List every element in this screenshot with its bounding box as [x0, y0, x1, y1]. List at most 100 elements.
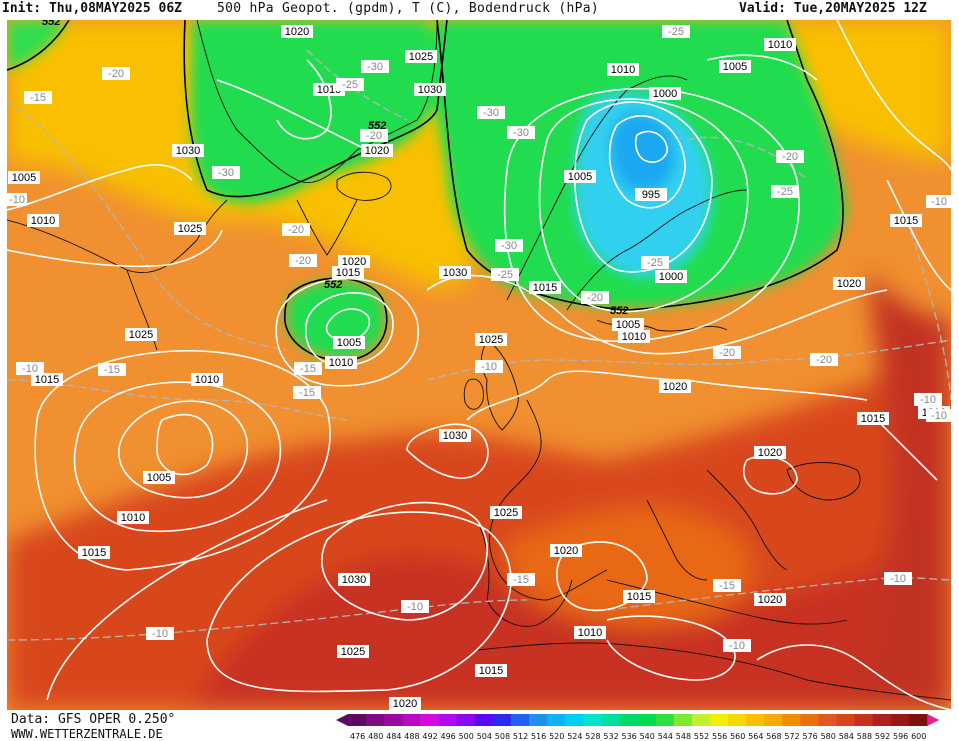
- isobars: [7, 20, 951, 710]
- colorbar-tick-label: 528: [585, 732, 600, 741]
- isobar-line: [275, 277, 420, 387]
- map-title: 500 hPa Geopot. (gpdm), T (C), Bodendruc…: [217, 1, 599, 16]
- geopotential-label: 552: [368, 120, 386, 132]
- isobar-label: 1020: [754, 446, 786, 459]
- isotherm-label: -15: [98, 363, 126, 376]
- isobar-line: [321, 501, 488, 621]
- colorbar-swatch: [348, 714, 367, 726]
- isotherm-label: -10: [926, 195, 951, 208]
- svg-text:-25: -25: [668, 26, 684, 38]
- svg-text:-25: -25: [342, 79, 358, 91]
- colorbar-tick-label: 560: [730, 732, 745, 741]
- isotherm-label: -10: [16, 362, 44, 375]
- isobar-line: [836, 20, 951, 171]
- svg-text:-30: -30: [367, 61, 383, 73]
- colorbar-swatch: [673, 714, 693, 726]
- isotherm-label: -10: [401, 600, 429, 613]
- svg-text:-10: -10: [407, 601, 423, 613]
- isobar-line: [538, 98, 749, 313]
- isotherm-label: -30: [361, 60, 389, 73]
- isobar-label: 1025: [174, 222, 206, 235]
- svg-text:1020: 1020: [393, 698, 417, 710]
- svg-text:-20: -20: [782, 151, 798, 163]
- isotherm-label: -15: [24, 91, 52, 104]
- isobar-line: [886, 179, 951, 291]
- svg-text:-30: -30: [218, 167, 234, 179]
- isotherm-label: -20: [776, 150, 804, 163]
- footer-bar: Data: GFS OPER 0.250° WWW.WETTERZENTRALE…: [0, 710, 959, 741]
- svg-text:-15: -15: [300, 363, 316, 375]
- colorbar-tick-label: 600: [911, 732, 926, 741]
- coast-black-sea: [786, 462, 861, 501]
- isobar-label: 1020: [833, 277, 865, 290]
- svg-text:-15: -15: [30, 92, 46, 104]
- isotherm-label: -25: [641, 256, 669, 269]
- isotherm-label: -20: [282, 223, 310, 236]
- svg-text:1025: 1025: [341, 646, 365, 658]
- isobar-label: 1025: [337, 645, 369, 658]
- colorbar-tick-label: 532: [603, 732, 618, 741]
- colorbar-tick-label: 488: [404, 732, 419, 741]
- isotherm-line: [7, 599, 528, 641]
- colorbar-swatch: [728, 714, 747, 726]
- isotherm-label: -30: [212, 166, 240, 179]
- isotherm-label: -25: [771, 185, 799, 198]
- isobar-label: 1015: [890, 214, 922, 227]
- isobar-line: [34, 350, 331, 571]
- website-credit: WWW.WETTERZENTRALE.DE: [11, 727, 163, 741]
- header-bar: Init: Thu,08MAY2025 06Z 500 hPa Geopot. …: [0, 0, 959, 20]
- svg-text:1030: 1030: [443, 430, 467, 442]
- isobar-label: 1020: [389, 697, 421, 710]
- svg-text:-20: -20: [288, 224, 304, 236]
- svg-text:1020: 1020: [837, 278, 861, 290]
- isobar-label: 1000: [649, 87, 681, 100]
- svg-text:1005: 1005: [12, 172, 36, 184]
- isobar-label: 1025: [475, 333, 507, 346]
- svg-text:-20: -20: [366, 130, 382, 142]
- svg-text:-15: -15: [513, 574, 529, 586]
- colorbar-swatch: [655, 714, 675, 726]
- field-red-east: [847, 270, 951, 710]
- colorbar-swatch: [764, 714, 783, 726]
- svg-text:1030: 1030: [418, 84, 442, 96]
- isotherm-label: -10: [884, 572, 912, 585]
- svg-text:-15: -15: [104, 364, 120, 376]
- geopotential-labels: 552 552 552 552: [42, 20, 628, 317]
- colorbar-tick-label: 540: [640, 732, 655, 741]
- isotherm-label: -15: [713, 579, 741, 592]
- isotherm-label: -25: [491, 268, 519, 281]
- svg-text:1015: 1015: [317, 84, 341, 96]
- isobar-label: 1020: [754, 593, 786, 606]
- svg-text:1025: 1025: [129, 329, 153, 341]
- colorbar-tick-label: 484: [386, 732, 401, 741]
- svg-text:1010: 1010: [578, 627, 602, 639]
- svg-text:1020: 1020: [554, 545, 578, 557]
- contour-552-northwest: [7, 20, 70, 71]
- isobar-label: 1030: [439, 266, 471, 279]
- colorbar-tick-label: 476: [350, 732, 365, 741]
- svg-text:-30: -30: [483, 107, 499, 119]
- isobar-line: [7, 164, 193, 211]
- colorbar-swatch: [746, 714, 765, 726]
- svg-text:1015: 1015: [627, 591, 651, 603]
- isobar-label: 1015: [332, 266, 364, 279]
- coast-mediterranean: [606, 579, 848, 625]
- svg-text:-20: -20: [108, 68, 124, 80]
- isobar-label: 1010: [27, 214, 59, 227]
- colorbar-swatch: [909, 714, 928, 726]
- isobar-line: [406, 423, 489, 479]
- svg-text:1010: 1010: [329, 357, 353, 369]
- coast-greenland-east: [296, 199, 358, 256]
- coast-norway: [506, 75, 688, 301]
- svg-text:-10: -10: [729, 640, 745, 652]
- svg-text:1010: 1010: [31, 215, 55, 227]
- isobar-label: 1020: [659, 380, 691, 393]
- isobar-label: 1030: [172, 144, 204, 157]
- isotherm-line: [606, 577, 951, 611]
- isobar-label: 1010: [191, 373, 223, 386]
- colorbar-swatch: [800, 714, 820, 726]
- isobar-line: [276, 59, 332, 140]
- svg-text:-25: -25: [647, 257, 663, 269]
- svg-text:-30: -30: [501, 240, 517, 252]
